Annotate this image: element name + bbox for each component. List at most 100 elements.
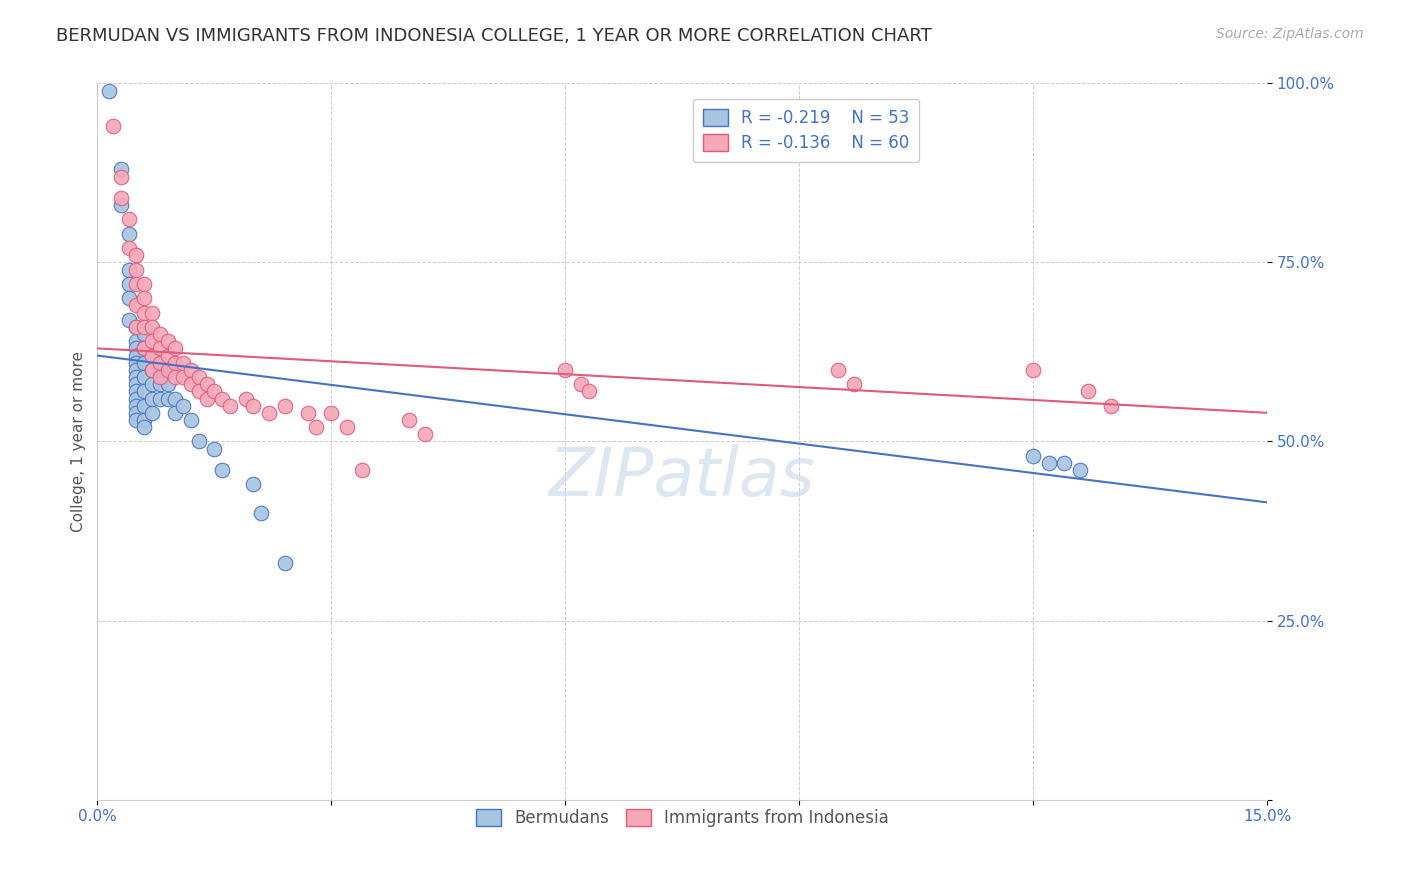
Point xyxy=(180,377,202,392)
Point xyxy=(125,349,148,363)
Point xyxy=(125,334,148,349)
Point xyxy=(180,363,202,377)
Point xyxy=(165,356,187,370)
Point xyxy=(149,370,172,384)
Point xyxy=(134,370,156,384)
Point xyxy=(134,291,156,305)
Point xyxy=(101,120,124,134)
Point xyxy=(117,212,139,227)
Point xyxy=(117,241,139,255)
Point xyxy=(125,248,148,262)
Point xyxy=(1069,463,1091,477)
Point xyxy=(134,305,156,319)
Point xyxy=(352,463,374,477)
Point xyxy=(125,319,148,334)
Point xyxy=(202,442,225,456)
Point xyxy=(141,349,163,363)
Point xyxy=(141,363,163,377)
Point xyxy=(110,169,132,184)
Point xyxy=(195,392,218,406)
Point xyxy=(110,198,132,212)
Point xyxy=(156,334,179,349)
Point xyxy=(202,384,225,399)
Point xyxy=(165,370,187,384)
Legend: Bermudans, Immigrants from Indonesia: Bermudans, Immigrants from Indonesia xyxy=(470,803,896,834)
Point xyxy=(219,399,242,413)
Point xyxy=(156,349,179,363)
Point xyxy=(211,463,233,477)
Point xyxy=(125,406,148,420)
Point xyxy=(125,277,148,291)
Point xyxy=(134,420,156,434)
Point xyxy=(125,363,148,377)
Point xyxy=(149,327,172,342)
Point xyxy=(125,319,148,334)
Point xyxy=(1022,363,1045,377)
Point xyxy=(257,406,280,420)
Point xyxy=(250,506,273,520)
Point xyxy=(149,363,172,377)
Point xyxy=(134,342,156,356)
Point xyxy=(125,413,148,427)
Point xyxy=(1099,399,1122,413)
Point xyxy=(1077,384,1099,399)
Point xyxy=(117,277,139,291)
Point xyxy=(141,305,163,319)
Point xyxy=(141,363,163,377)
Point xyxy=(125,392,148,406)
Point xyxy=(134,342,156,356)
Point xyxy=(211,392,233,406)
Point xyxy=(1053,456,1076,470)
Point xyxy=(172,356,194,370)
Point xyxy=(165,392,187,406)
Point xyxy=(336,420,359,434)
Point xyxy=(125,342,148,356)
Point xyxy=(134,356,156,370)
Point xyxy=(165,342,187,356)
Point xyxy=(398,413,420,427)
Point xyxy=(141,319,163,334)
Point xyxy=(141,349,163,363)
Point xyxy=(578,384,600,399)
Point xyxy=(110,162,132,177)
Point xyxy=(141,377,163,392)
Point xyxy=(180,413,202,427)
Point xyxy=(156,377,179,392)
Point xyxy=(1038,456,1060,470)
Point xyxy=(172,370,194,384)
Point xyxy=(149,342,172,356)
Text: BERMUDAN VS IMMIGRANTS FROM INDONESIA COLLEGE, 1 YEAR OR MORE CORRELATION CHART: BERMUDAN VS IMMIGRANTS FROM INDONESIA CO… xyxy=(56,27,932,45)
Point xyxy=(125,356,148,370)
Point xyxy=(235,392,257,406)
Point xyxy=(149,356,172,370)
Point xyxy=(842,377,865,392)
Point xyxy=(98,84,121,98)
Point xyxy=(134,399,156,413)
Text: ZIPatlas: ZIPatlas xyxy=(548,444,815,510)
Point xyxy=(297,406,319,420)
Point xyxy=(156,363,179,377)
Point xyxy=(125,399,148,413)
Point xyxy=(554,363,576,377)
Point xyxy=(156,392,179,406)
Point xyxy=(110,191,132,205)
Point xyxy=(134,413,156,427)
Point xyxy=(242,477,264,491)
Point xyxy=(827,363,849,377)
Point xyxy=(1022,449,1045,463)
Point xyxy=(117,291,139,305)
Point xyxy=(134,319,156,334)
Point xyxy=(187,384,209,399)
Point xyxy=(125,384,148,399)
Y-axis label: College, 1 year or more: College, 1 year or more xyxy=(72,351,86,532)
Point xyxy=(141,406,163,420)
Point xyxy=(141,334,163,349)
Text: Source: ZipAtlas.com: Source: ZipAtlas.com xyxy=(1216,27,1364,41)
Point xyxy=(165,406,187,420)
Point xyxy=(125,262,148,277)
Point xyxy=(149,392,172,406)
Point xyxy=(187,434,209,449)
Point xyxy=(187,370,209,384)
Point xyxy=(125,370,148,384)
Point xyxy=(117,262,139,277)
